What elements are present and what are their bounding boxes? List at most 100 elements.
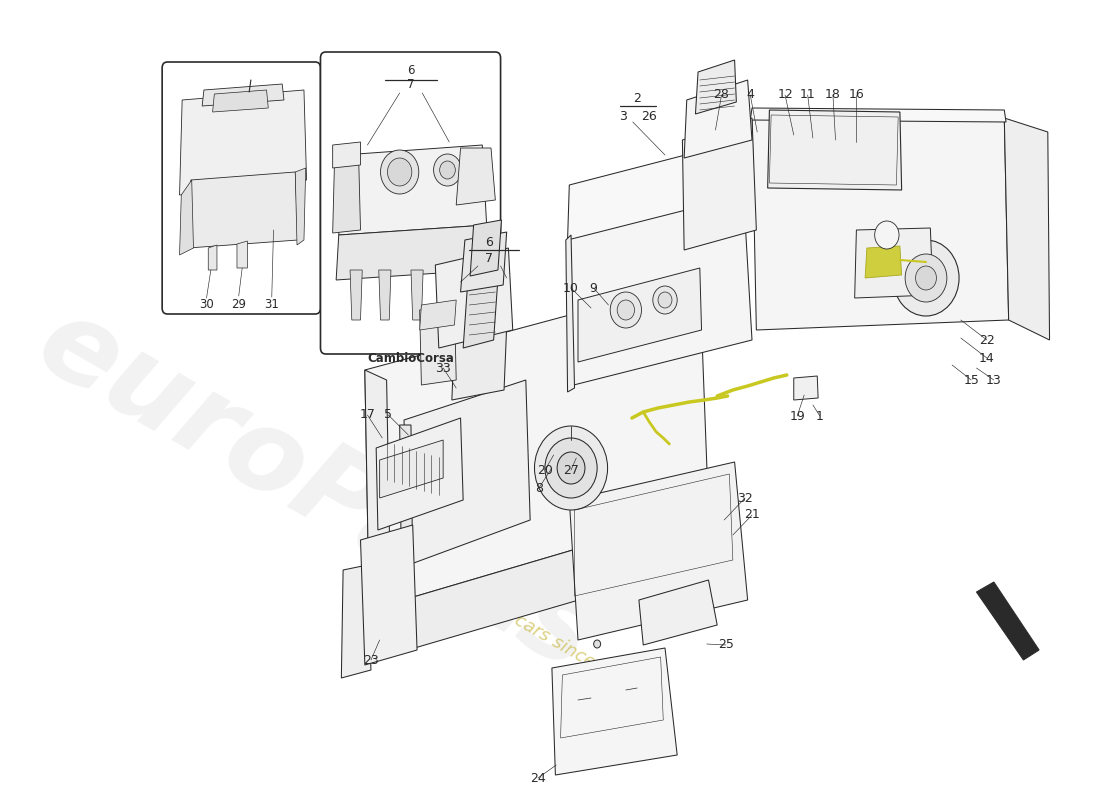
Text: 22: 22	[979, 334, 994, 346]
Polygon shape	[461, 232, 507, 292]
Text: 6: 6	[485, 235, 493, 249]
Polygon shape	[420, 300, 456, 330]
Text: 2: 2	[634, 91, 641, 105]
Polygon shape	[378, 270, 390, 320]
Polygon shape	[865, 246, 902, 278]
Circle shape	[544, 438, 597, 498]
Text: 23: 23	[363, 654, 378, 666]
Polygon shape	[332, 162, 361, 233]
Text: euroParts: euroParts	[19, 286, 615, 694]
Text: 21: 21	[744, 509, 760, 522]
Text: 28: 28	[714, 89, 729, 102]
Circle shape	[381, 150, 419, 194]
Polygon shape	[470, 220, 502, 276]
Text: 10: 10	[563, 282, 579, 294]
Polygon shape	[420, 305, 456, 385]
Polygon shape	[752, 115, 1009, 330]
Circle shape	[874, 221, 899, 249]
Polygon shape	[212, 90, 268, 112]
Text: 6: 6	[407, 63, 415, 77]
FancyBboxPatch shape	[162, 62, 320, 314]
Polygon shape	[341, 565, 371, 678]
Circle shape	[617, 300, 635, 320]
Polygon shape	[1004, 118, 1049, 340]
Polygon shape	[682, 118, 757, 250]
Polygon shape	[188, 172, 298, 248]
Polygon shape	[684, 80, 752, 158]
Text: 7: 7	[407, 78, 415, 91]
Text: 5: 5	[384, 409, 393, 422]
Circle shape	[535, 426, 607, 510]
Polygon shape	[750, 108, 1006, 122]
Polygon shape	[179, 180, 194, 255]
Polygon shape	[570, 190, 752, 385]
Polygon shape	[179, 90, 307, 195]
Circle shape	[893, 240, 959, 316]
Text: 4: 4	[746, 89, 755, 102]
Polygon shape	[337, 225, 486, 280]
Text: 33: 33	[436, 362, 451, 374]
Polygon shape	[565, 235, 574, 392]
Circle shape	[652, 286, 678, 314]
Polygon shape	[370, 510, 715, 660]
Text: 19: 19	[790, 410, 805, 422]
Circle shape	[658, 292, 672, 308]
Polygon shape	[202, 84, 284, 106]
Text: 11: 11	[800, 89, 815, 102]
Text: 1: 1	[816, 410, 824, 422]
Text: 20: 20	[537, 463, 553, 477]
Text: 13: 13	[986, 374, 1002, 386]
Circle shape	[387, 158, 411, 186]
Polygon shape	[365, 280, 708, 610]
Polygon shape	[295, 168, 306, 245]
Polygon shape	[568, 140, 745, 240]
FancyBboxPatch shape	[320, 52, 500, 354]
Polygon shape	[768, 110, 902, 190]
Circle shape	[433, 154, 461, 186]
Polygon shape	[399, 425, 412, 570]
Polygon shape	[361, 525, 417, 665]
Polygon shape	[404, 380, 530, 565]
Text: 9: 9	[590, 282, 597, 294]
Text: CambioCorsa: CambioCorsa	[367, 351, 454, 365]
Text: 14: 14	[979, 351, 994, 365]
Polygon shape	[208, 245, 217, 270]
Polygon shape	[436, 248, 513, 348]
Polygon shape	[472, 270, 484, 320]
Polygon shape	[236, 241, 248, 268]
Polygon shape	[365, 370, 390, 615]
Text: 30: 30	[199, 298, 213, 310]
Text: 27: 27	[563, 463, 579, 477]
Polygon shape	[332, 142, 361, 168]
Polygon shape	[452, 285, 508, 400]
Text: 7: 7	[485, 251, 493, 265]
Text: 24: 24	[530, 771, 546, 785]
Polygon shape	[446, 270, 458, 320]
Polygon shape	[339, 145, 486, 235]
Polygon shape	[578, 268, 702, 362]
Circle shape	[594, 640, 601, 648]
Text: 12: 12	[778, 89, 793, 102]
Text: 16: 16	[848, 89, 865, 102]
Text: 15: 15	[964, 374, 979, 386]
Text: 3: 3	[619, 110, 627, 122]
Text: 17: 17	[360, 409, 375, 422]
Text: a passion for cars since 1...: a passion for cars since 1...	[406, 550, 628, 690]
Text: 18: 18	[825, 89, 840, 102]
Polygon shape	[376, 418, 463, 530]
Circle shape	[915, 266, 936, 290]
Polygon shape	[411, 270, 424, 320]
Polygon shape	[350, 270, 362, 320]
Polygon shape	[456, 148, 495, 205]
Polygon shape	[794, 376, 818, 400]
Circle shape	[610, 292, 641, 328]
Circle shape	[905, 254, 947, 302]
Polygon shape	[695, 60, 736, 114]
Circle shape	[440, 161, 455, 179]
Polygon shape	[570, 462, 748, 640]
Polygon shape	[379, 440, 443, 498]
Polygon shape	[552, 648, 678, 775]
Circle shape	[557, 452, 585, 484]
Text: 26: 26	[641, 110, 657, 122]
Polygon shape	[463, 278, 498, 348]
